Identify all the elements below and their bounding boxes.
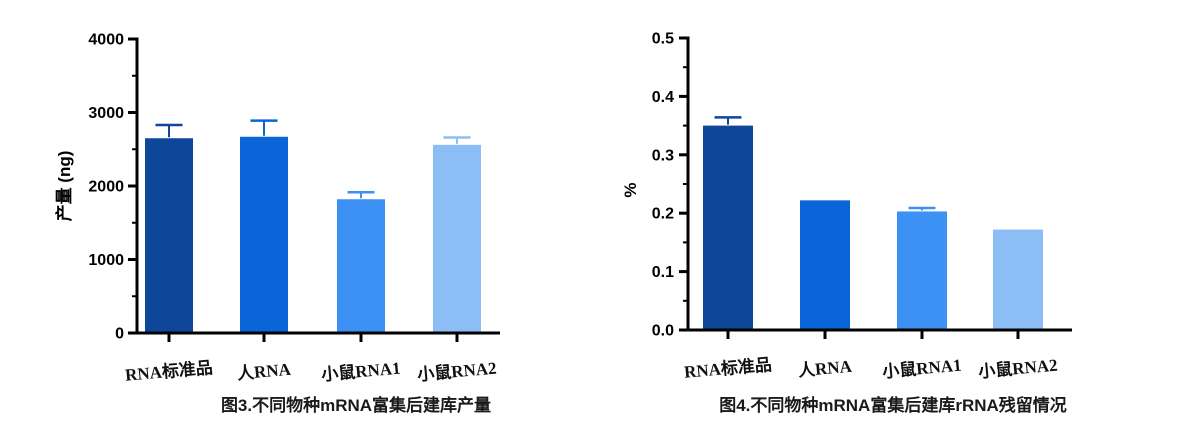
y-tick-label: 3000 — [88, 105, 124, 122]
y-tick-label: 0.0 — [652, 323, 674, 340]
chart-figure4: 0.0 0.1 0.2 0.3 0.4 0.5 RNA标准品 人RNA 小鼠RNA1 小鼠RNA2… — [621, 31, 1072, 382]
y-tick-label: 2000 — [88, 179, 124, 196]
y-tick-label: 4000 — [88, 32, 124, 49]
bar — [993, 229, 1043, 330]
chart-figure3: 0 1000 2000 3000 4000 RNA标准品 人RNA 小鼠RNA1 小鼠RNA2 产… — [54, 32, 500, 385]
bar — [800, 200, 850, 330]
y-tick-label: 0.1 — [652, 264, 674, 281]
x-category-label: 人RNA — [797, 357, 853, 381]
x-category-label: RNA标准品 — [124, 357, 213, 385]
bar — [433, 144, 481, 333]
x-category-label: RNA标准品 — [683, 354, 772, 382]
bar — [703, 125, 753, 330]
y-tick-label: 1000 — [88, 252, 124, 269]
y-tick-label: 0.4 — [652, 89, 674, 106]
y-tick-label: 0.2 — [652, 206, 674, 223]
y-tick-label: 0 — [115, 326, 124, 343]
y-axis-title: % — [621, 182, 640, 197]
y-tick-label: 0.5 — [652, 31, 674, 48]
x-category-label: 人RNA — [236, 360, 292, 384]
bar — [897, 211, 947, 330]
x-category-label: 小鼠RNA1 — [882, 355, 963, 382]
x-category-label: 小鼠RNA2 — [978, 355, 1059, 382]
bar — [337, 199, 385, 333]
x-category-label: 小鼠RNA1 — [321, 358, 402, 385]
y-axis-title: 产量 (ng) — [54, 151, 74, 222]
x-category-label: 小鼠RNA2 — [417, 358, 498, 385]
y-tick-label: 0.3 — [652, 147, 674, 164]
bar — [240, 136, 288, 333]
bar — [145, 138, 193, 333]
figure-4-caption: 图4.不同物种mRNA富集后建库rRNA残留情况 — [719, 396, 1067, 415]
figure-3-caption: 图3.不同物种mRNA富集后建库产量 — [220, 396, 492, 415]
